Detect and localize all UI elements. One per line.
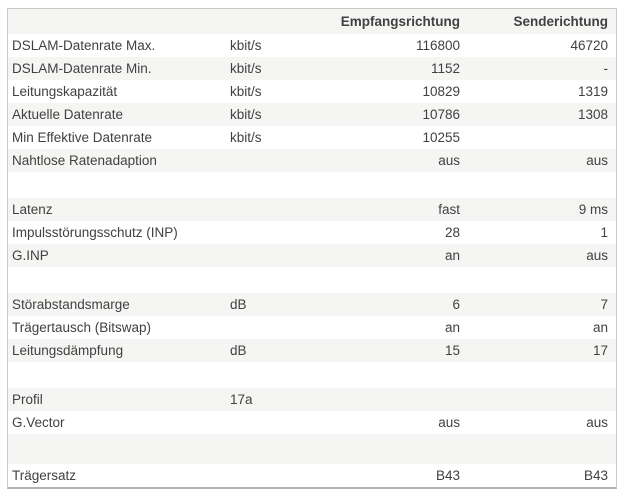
tx-value: an [592,320,608,335]
row-unit: dB [230,297,247,312]
row-label: G.INP [12,248,49,263]
row-unit: kbit/s [230,107,262,122]
tx-value: aus [586,153,608,168]
table-row: Leitungsdämpfung dB 15 17 [8,339,616,362]
tx-value: 1308 [577,107,608,122]
row-unit: kbit/s [230,84,262,99]
spacer-row [8,362,616,388]
row-unit: kbit/s [230,130,262,145]
tx-value: - [603,61,609,76]
rx-value: an [444,320,460,335]
row-label: Min Effektive Datenrate [12,130,153,145]
rx-value: aus [438,415,460,430]
spacer-row [8,267,616,293]
rx-value: 10786 [422,107,460,122]
table-row: Latenz fast 9 ms [8,198,616,221]
tx-value: 1319 [577,84,608,99]
tx-value: 9 ms [578,202,608,217]
row-label: Impulsstörungsschutz (INP) [12,225,178,240]
row-label: Trägersatz [12,468,77,483]
row-label: DSLAM-Datenrate Max. [12,38,156,53]
table-row: Profil 17a [8,388,616,411]
spacer-row [8,172,616,198]
table-row: Nahtlose Ratenadaption aus aus [8,149,616,172]
table-row: Leitungskapazität kbit/s 10829 1319 [8,80,616,103]
tx-value: 7 [600,297,608,312]
rx-value: an [444,248,460,263]
table-row: Trägersatz B43 B43 [8,464,616,487]
row-unit: 17a [230,392,253,407]
column-header-empfangsrichtung: Empfangsrichtung [340,14,460,29]
row-label: Nahtlose Ratenadaption [12,153,157,168]
rx-value: B43 [435,468,460,483]
table-row: DSLAM-Datenrate Max. kbit/s 116800 46720 [8,34,616,57]
rx-value: 10255 [422,130,460,145]
dsl-info-table: Empfangsrichtung Senderichtung DSLAM-Dat… [7,8,617,489]
row-label: Störabstandsmarge [12,297,130,312]
rx-value: 6 [452,297,460,312]
rx-value: 116800 [415,38,460,53]
row-label: Latenz [12,202,53,217]
row-label: Leitungsdämpfung [12,343,124,358]
row-unit: dB [230,343,247,358]
table-row: Trägertausch (Bitswap) an an [8,316,616,339]
tx-value: 46720 [570,38,608,53]
row-unit: kbit/s [230,61,262,76]
tx-value: 1 [600,225,608,240]
row-label: Profil [12,392,43,407]
table-row: Impulsstörungsschutz (INP) 28 1 [8,221,616,244]
tx-value: aus [586,415,608,430]
column-header-senderichtung: Senderichtung [513,14,608,29]
table-row: G.Vector aus aus [8,411,616,434]
rx-value: 15 [444,343,460,358]
rx-value: fast [438,202,460,217]
table-row: Störabstandsmarge dB 6 7 [8,293,616,316]
row-label: G.Vector [12,415,65,430]
table-row: Aktuelle Datenrate kbit/s 10786 1308 [8,103,616,126]
spacer-row [8,434,616,464]
table-row: G.INP an aus [8,244,616,267]
tx-value: 17 [592,343,608,358]
rx-value: 1152 [430,61,460,76]
row-label: Leitungskapazität [12,84,118,99]
table-header-row: Empfangsrichtung Senderichtung [8,9,616,34]
row-unit: kbit/s [230,38,262,53]
tx-value: aus [586,248,608,263]
row-label: Aktuelle Datenrate [12,107,124,122]
row-label: Trägertausch (Bitswap) [12,320,152,335]
rx-value: 28 [444,225,460,240]
table-row: Min Effektive Datenrate kbit/s 10255 [8,126,616,149]
rx-value: 10829 [422,84,460,99]
table-row: DSLAM-Datenrate Min. kbit/s 1152 - [8,57,616,80]
row-label: DSLAM-Datenrate Min. [12,61,152,76]
tx-value: B43 [583,468,608,483]
rx-value: aus [438,153,460,168]
